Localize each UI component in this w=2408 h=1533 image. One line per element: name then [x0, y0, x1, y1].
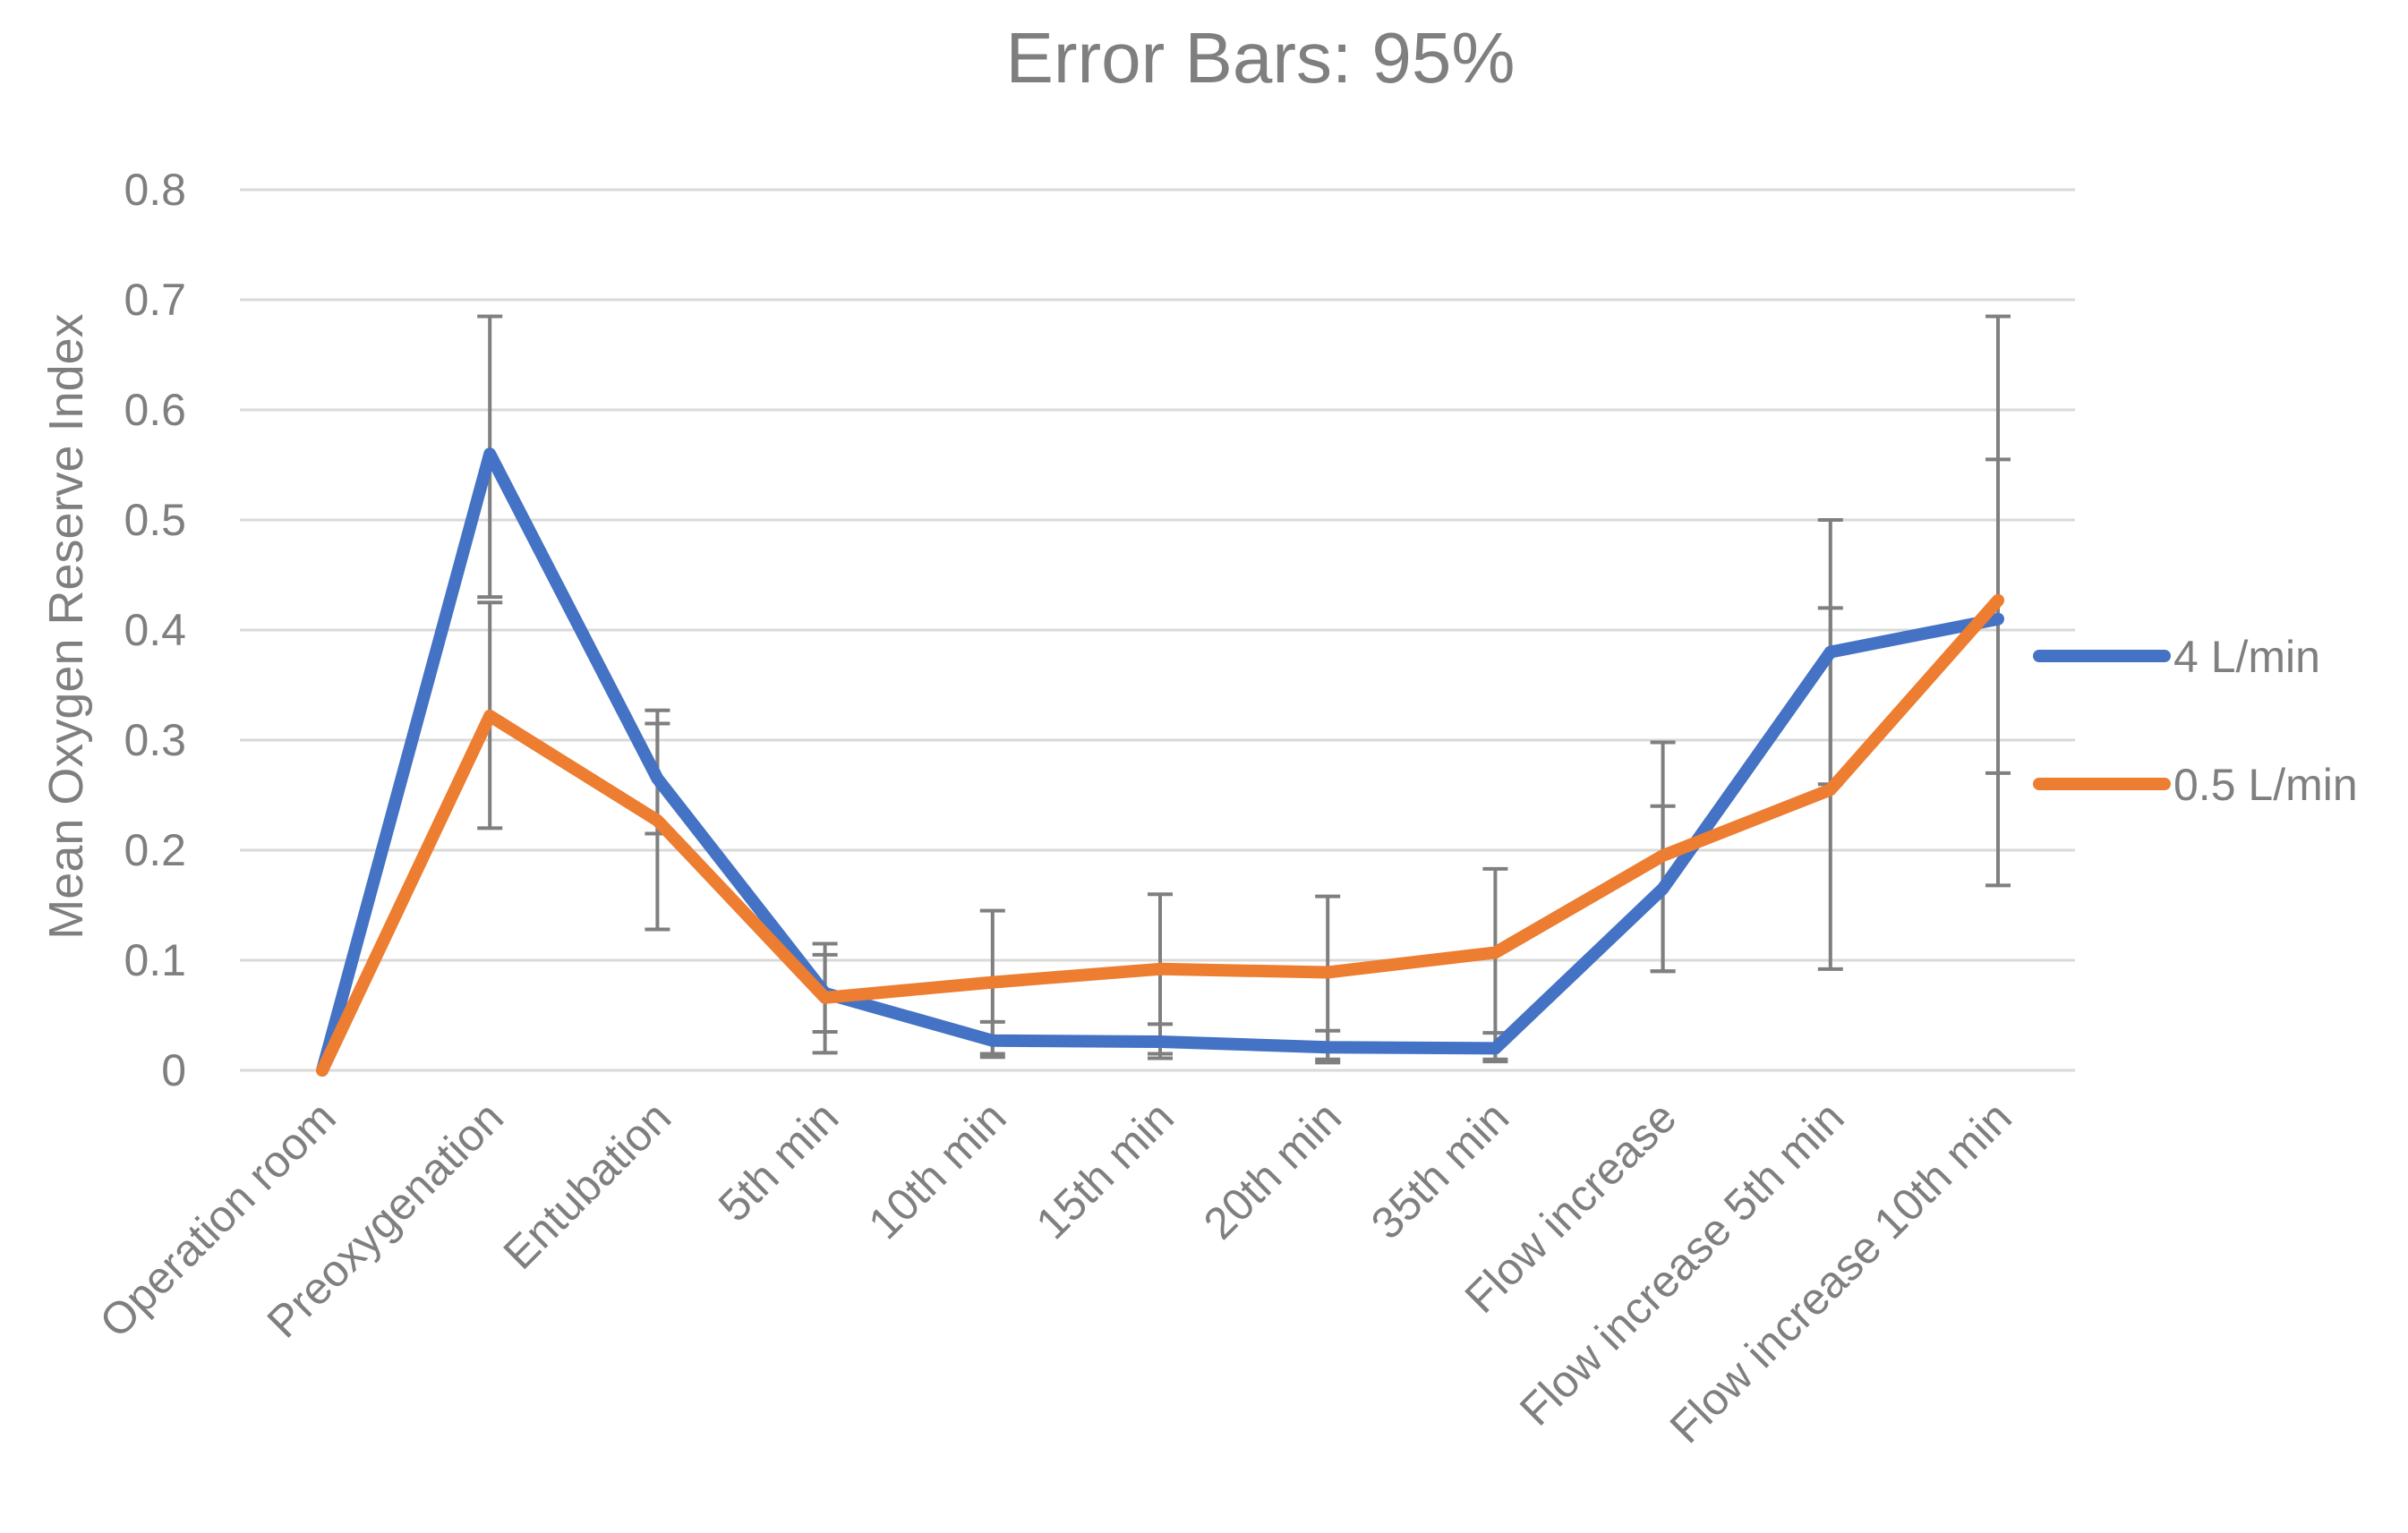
x-tick-label: 20th min [1194, 1092, 1351, 1248]
y-tick-label: 0.8 [124, 165, 186, 215]
series-line-1 [316, 447, 2004, 1077]
y-tick-label: 0.1 [124, 935, 186, 985]
y-tick-label: 0 [161, 1045, 186, 1095]
x-tick-label: Flow increase 5th min [1510, 1092, 1853, 1435]
y-tick-label: 0.4 [124, 605, 186, 655]
legend-label: 0.5 L/min [2173, 760, 2358, 810]
x-tick-label: 10th min [858, 1092, 1015, 1248]
y-tick-label: 0.2 [124, 825, 186, 875]
y-tick-label: 0.5 [124, 495, 186, 545]
x-tick-label: Entubation [494, 1092, 681, 1279]
chart-title: Error Bars: 95% [1005, 18, 1515, 98]
y-tick-label: 0.7 [124, 275, 186, 325]
series-line-2 [316, 593, 2004, 1077]
y-tick-label: 0.6 [124, 385, 186, 435]
legend: 4 L/min 0.5 L/min [2033, 632, 2358, 810]
x-tick-label: 15th min [1027, 1092, 1183, 1248]
gridlines [240, 188, 2075, 1072]
y-tick-label: 0.3 [124, 715, 186, 765]
x-tick-label: 35th min [1362, 1092, 1518, 1248]
legend-label: 4 L/min [2173, 632, 2320, 682]
x-tick-label: Flow increase 10th min [1661, 1092, 2021, 1452]
x-tick-label: 5th min [709, 1092, 849, 1231]
y-axis-label: Mean Oxygen Reserve Index [39, 313, 93, 939]
y-axis-ticks: 0 0.1 0.2 0.3 0.4 0.5 0.6 0.7 0.8 [124, 165, 186, 1095]
error-bars [477, 314, 2011, 1065]
series-lines [316, 447, 2004, 1077]
